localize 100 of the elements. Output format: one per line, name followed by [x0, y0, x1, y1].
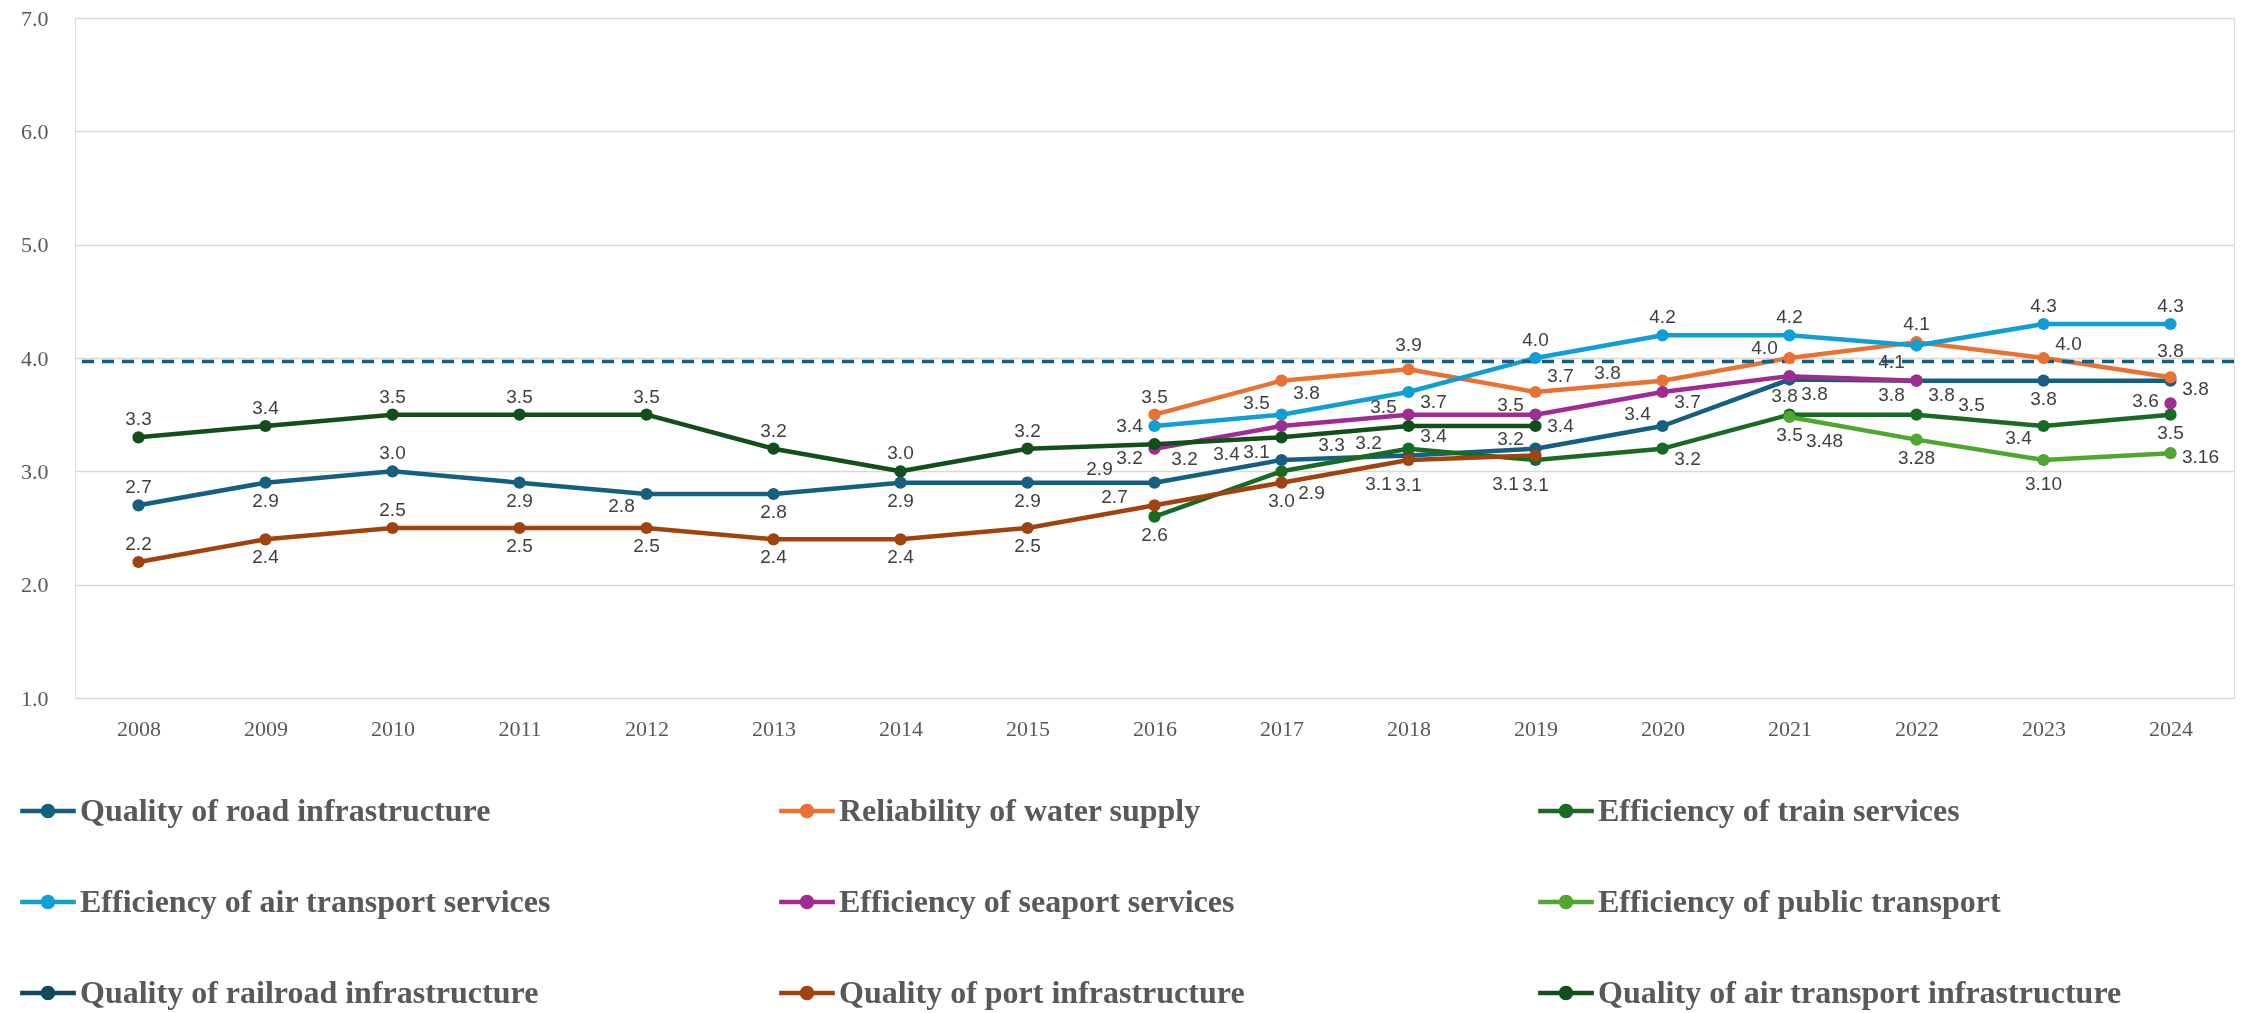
data-label: 4.1	[1903, 313, 1930, 335]
data-label: 2.4	[887, 546, 915, 568]
data-label: 3.8	[1928, 383, 1955, 405]
y-tick-label: 6.0	[21, 118, 49, 144]
data-label: 3.5	[633, 385, 660, 407]
x-tick-label: 2010	[371, 715, 415, 741]
data-label: 3.7	[1674, 391, 1701, 412]
data-label: 2.2	[125, 533, 152, 554]
data-label: 2.7	[1101, 486, 1128, 508]
data-label: 3.4	[2005, 427, 2033, 448]
x-tick-label: 2015	[1006, 715, 1050, 741]
data-label: 3.8	[2182, 377, 2209, 399]
legend-label: Reliability of water supply	[839, 792, 1201, 828]
data-label: 2.9	[252, 489, 279, 511]
data-label: 3.8	[1293, 381, 1320, 403]
data-label: 2.6	[1141, 523, 1168, 545]
data-label: 3.0	[887, 442, 914, 464]
data-label: 2.9	[1086, 457, 1113, 479]
data-label: 3.1	[1395, 474, 1422, 496]
data-label: 3.8	[1594, 361, 1621, 383]
x-tick-label: 2017	[1260, 715, 1304, 741]
data-label: 3.5	[1776, 423, 1803, 445]
legend-label: Quality of air transport infrastructure	[1598, 974, 2122, 1010]
data-label: 4.0	[2055, 333, 2082, 354]
data-label: 2.5	[633, 535, 660, 556]
data-label: 3.5	[2157, 421, 2184, 443]
data-label: 2.9	[1298, 481, 1325, 503]
x-tick-label: 2008	[117, 715, 161, 741]
data-label: 3.8	[2030, 387, 2057, 409]
data-label: 4.0	[1522, 329, 1549, 350]
legend-label: Quality of railroad infrastructure	[80, 974, 539, 1010]
data-label: 3.8	[1878, 383, 1905, 405]
data-label: 4.0	[1751, 337, 1778, 358]
legend-label: Efficiency of seaport services	[839, 883, 1235, 919]
data-label: 3.3	[1318, 434, 1345, 456]
x-tick-label: 2013	[752, 715, 796, 741]
x-tick-label: 2009	[244, 715, 288, 741]
data-label: 4.2	[1649, 306, 1676, 328]
data-label: 3.4	[1213, 443, 1241, 464]
data-label: 3.2	[760, 419, 787, 441]
data-label: 3.6	[2132, 390, 2159, 412]
data-label: 3.8	[1801, 383, 1828, 405]
y-tick-label: 7.0	[21, 5, 49, 31]
data-label: 3.4	[1420, 425, 1448, 446]
legend-label: Quality of port infrastructure	[839, 974, 1245, 1010]
legend-label: Efficiency of train services	[1598, 792, 1960, 828]
legend-label: Efficiency of air transport services	[80, 883, 551, 919]
data-label: 3.4	[252, 397, 280, 418]
data-label: 3.8	[1771, 384, 1798, 406]
data-label: 3.5	[379, 385, 406, 407]
data-label: 2.5	[379, 499, 406, 520]
data-label: 3.2	[1355, 431, 1382, 453]
data-label: 3.8	[2157, 340, 2184, 362]
x-tick-label: 2024	[2149, 715, 2193, 741]
data-label: 3.3	[125, 408, 152, 430]
x-tick-label: 2021	[1768, 715, 1812, 741]
data-label: 2.7	[125, 476, 152, 498]
legend-label: Quality of road infrastructure	[80, 792, 491, 828]
data-label: 2.9	[887, 489, 914, 511]
data-label: 3.10	[2025, 473, 2062, 494]
y-tick-label: 3.0	[21, 458, 49, 484]
data-label: 3.1	[1243, 441, 1270, 462]
data-label: 2.4	[252, 546, 280, 568]
data-label: 3.2	[1497, 427, 1524, 449]
data-label: 3.1	[1492, 473, 1519, 494]
data-label: 2.8	[608, 495, 635, 516]
y-tick-label: 5.0	[21, 232, 49, 258]
data-label: 4.1	[1878, 350, 1905, 372]
data-label: 4.3	[2030, 295, 2057, 316]
data-label: 3.2	[1171, 447, 1198, 469]
data-label: 3.2	[1014, 419, 1041, 441]
data-label: 3.1	[1365, 473, 1392, 494]
y-tick-label: 1.0	[21, 685, 49, 711]
data-label: 3.48	[1806, 429, 1843, 451]
data-label: 3.1	[1522, 474, 1549, 496]
data-label: 2.9	[506, 489, 533, 511]
data-label: 3.7	[1547, 365, 1574, 386]
data-label: 3.5	[506, 385, 533, 407]
x-tick-label: 2020	[1641, 715, 1685, 741]
data-label: 3.2	[1116, 447, 1143, 469]
data-label: 3.5	[1243, 391, 1270, 413]
x-tick-label: 2019	[1514, 715, 1558, 741]
data-label: 3.4	[1116, 415, 1144, 436]
data-label: 2.8	[760, 501, 787, 522]
data-label: 2.9	[1014, 489, 1041, 511]
data-label: 2.5	[1014, 535, 1041, 556]
data-label: 3.28	[1898, 446, 1935, 468]
x-tick-label: 2012	[625, 715, 669, 741]
data-label: 3.0	[379, 442, 406, 464]
data-label: 2.4	[760, 546, 788, 568]
legend-label: Efficiency of public transport	[1598, 883, 2001, 919]
data-label: 3.0	[1268, 490, 1295, 512]
x-tick-label: 2022	[1895, 715, 1939, 741]
x-tick-label: 2014	[879, 715, 923, 741]
data-label: 3.5	[1958, 393, 1985, 415]
data-label: 3.5	[1141, 385, 1168, 407]
data-label: 3.5	[1497, 393, 1524, 415]
x-tick-label: 2018	[1387, 715, 1431, 741]
x-tick-label: 2011	[498, 715, 542, 741]
data-label: 3.16	[2182, 446, 2219, 468]
